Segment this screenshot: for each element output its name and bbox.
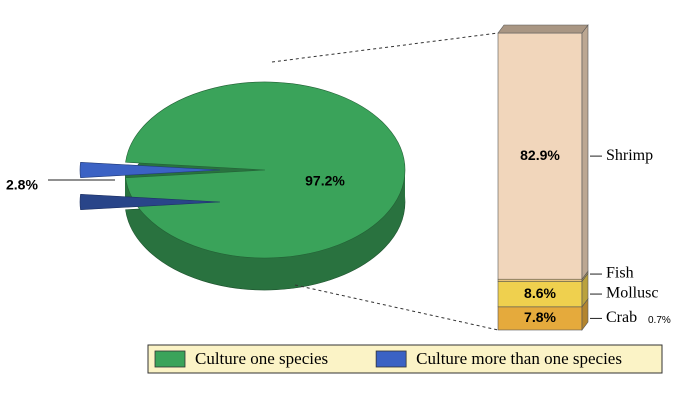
category-label: Mollusc [606,285,658,302]
bar-value-label: 82.9% [520,147,560,163]
pie-slice [79,161,221,179]
bar-top [497,24,589,34]
legend-label: Culture one species [195,349,328,368]
pie-value-label: 97.2% [305,173,345,189]
connector [271,32,499,63]
bar-value-label: 8.6% [524,285,556,301]
legend-swatch [154,350,186,368]
legend-swatch [375,350,407,368]
bar-side [581,24,589,281]
legend-label: Culture more than one species [416,349,622,368]
bar-value-label-small: 0.7% [648,315,671,326]
category-label: Fish [606,265,634,282]
category-label: Crab [606,309,637,326]
category-label: Shrimp [606,147,653,164]
pie-slice-side [79,193,221,211]
bar-value-label: 7.8% [524,309,556,325]
pie-value-label: 2.8% [6,177,38,193]
pie-slice [125,81,406,259]
connector [294,284,499,331]
bar-segment [497,278,583,282]
bar-segment [497,280,583,308]
